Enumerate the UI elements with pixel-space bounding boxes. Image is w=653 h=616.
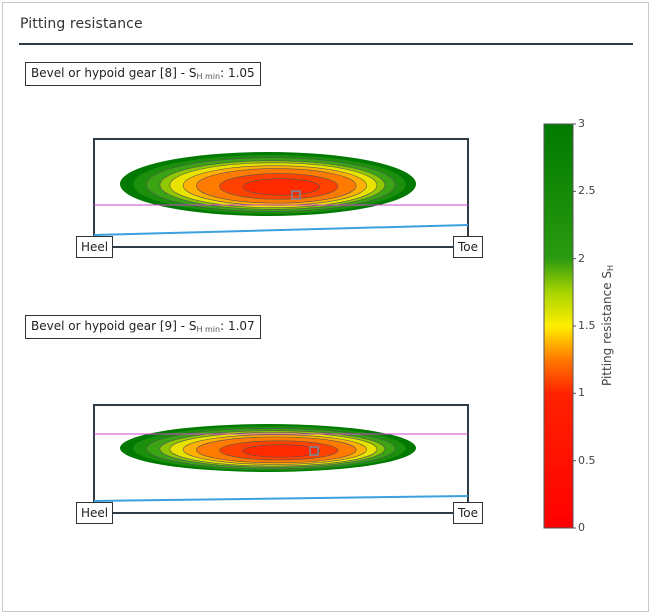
colorbar-title: Pitting resistance SH	[600, 264, 615, 386]
header-divider	[19, 43, 633, 45]
colorbar-tick-label: 3	[578, 117, 585, 130]
plot-label-gear-9-sub: H min	[196, 325, 221, 334]
colorbar-tick-label: 0.5	[578, 453, 596, 467]
tooth-flank-outline	[93, 404, 469, 514]
heel-label-gear-9: Heel	[76, 502, 114, 524]
plot-label-gear-9: Bevel or hypoid gear [9] - SH min: 1.07	[25, 315, 261, 339]
contact-plot-gear-8	[93, 138, 469, 248]
panel-title: Pitting resistance	[20, 16, 143, 32]
plot-label-gear-8: Bevel or hypoid gear [8] - SH min: 1.05	[25, 62, 261, 86]
min-pitting-marker	[309, 446, 319, 456]
plot-label-gear-8-value: : 1.05	[220, 66, 255, 80]
colorbar-tick-label: 1.5	[578, 319, 596, 332]
plot-label-gear-8-sub: H min	[196, 72, 221, 81]
colorbar-title-sub: H	[606, 264, 615, 271]
colorbar	[543, 123, 574, 529]
colorbar-ticks	[573, 123, 576, 529]
colorbar-tick-label: 2	[578, 251, 585, 265]
tooth-flank-outline	[93, 138, 469, 248]
heel-label-gear-8: Heel	[76, 236, 114, 258]
plot-label-gear-9-text: Bevel or hypoid gear [9] - S	[31, 319, 197, 333]
root-line	[93, 224, 469, 236]
colorbar-title-text: Pitting resistance S	[600, 270, 614, 386]
toe-label-gear-8: Toe	[453, 236, 484, 258]
plot-label-gear-8-text: Bevel or hypoid gear [8] - S	[31, 66, 197, 80]
contact-plot-gear-9	[93, 404, 469, 514]
colorbar-tick-label: 0	[578, 521, 585, 534]
colorbar-tick-label: 1	[578, 386, 585, 400]
plot-label-gear-9-value: : 1.07	[220, 319, 255, 333]
toe-label-gear-9: Toe	[453, 502, 484, 524]
root-line	[93, 495, 469, 502]
min-pitting-marker	[291, 190, 301, 200]
colorbar-tick-label: 2.5	[578, 184, 596, 198]
contact-pattern-contour	[242, 178, 321, 196]
contact-pattern-contour	[242, 444, 321, 458]
